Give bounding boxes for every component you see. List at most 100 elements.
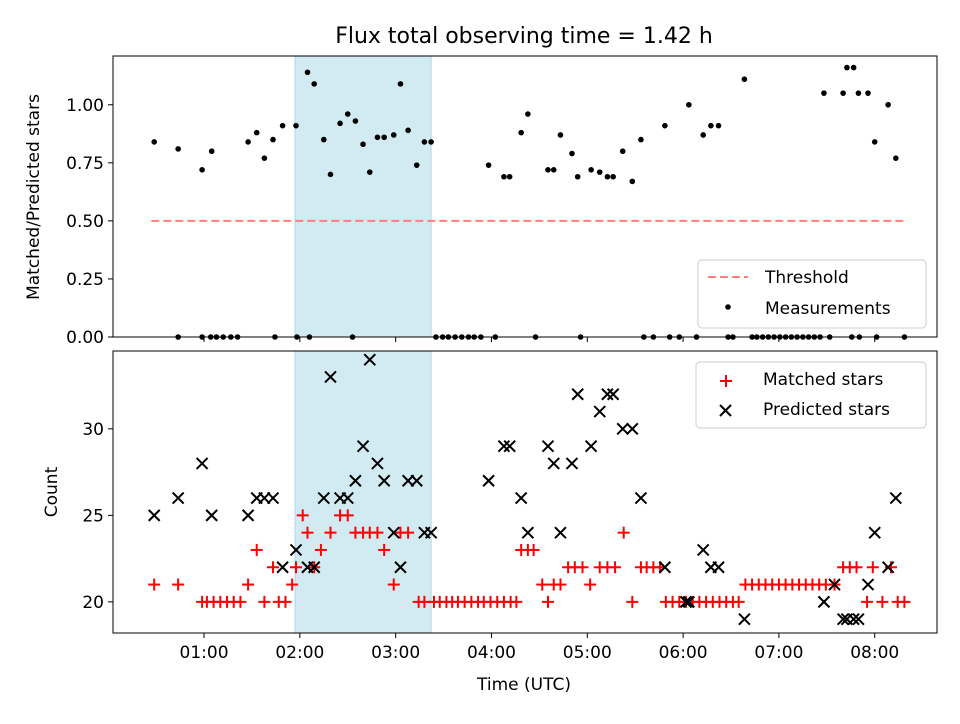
matched-star-point	[250, 543, 263, 556]
measurement-point	[741, 76, 748, 83]
predicted-star-point	[341, 491, 354, 505]
predicted-star-point	[682, 595, 696, 609]
predicted-star-point	[881, 561, 895, 574]
top-observing-span	[294, 55, 432, 338]
matched-star-point	[314, 543, 327, 556]
matched-star-point	[258, 595, 271, 608]
measurement-point	[885, 101, 891, 108]
predicted-star-point	[514, 491, 528, 505]
measurement-point	[279, 122, 286, 129]
measurement-point	[293, 122, 299, 129]
predicted-star-point	[324, 370, 337, 384]
matched-star-point	[510, 595, 523, 608]
predicted-star-point	[606, 388, 620, 401]
matched-star-point	[898, 595, 911, 608]
predicted-star-point	[410, 474, 423, 487]
predicted-star-point	[565, 457, 579, 470]
measurement-point	[557, 132, 564, 138]
bottom-legend-box	[695, 361, 927, 429]
bottom-plot-marks	[147, 350, 911, 634]
predicted-star-point	[205, 509, 218, 522]
predicted-star-point	[171, 491, 185, 505]
bottom-y-tick-label: 20	[82, 593, 104, 613]
matched-star-point	[387, 578, 400, 591]
matched-star-point	[234, 595, 247, 608]
legend-threshold-label: Threshold	[764, 268, 849, 288]
measurement-point	[604, 173, 611, 180]
x-tick-label: 04:00	[467, 643, 516, 663]
predicted-star-point	[241, 509, 255, 522]
top-y-tick-label: 1.00	[66, 96, 104, 116]
matched-star-point	[866, 561, 879, 574]
predicted-star-point	[356, 439, 370, 453]
measurement-point	[320, 136, 327, 143]
measurement-point	[855, 90, 862, 96]
predicted-star-point	[363, 353, 376, 366]
matched-star-point	[732, 595, 745, 608]
x-tick-label: 07:00	[754, 643, 803, 663]
measurement-point	[151, 139, 157, 145]
measurement-point	[893, 155, 899, 161]
measurement-point	[708, 122, 714, 129]
predicted-star-point	[394, 561, 407, 574]
measurement-point	[574, 173, 581, 180]
measurement-point	[270, 136, 276, 143]
predicted-star-point	[828, 578, 841, 591]
matched-star-point	[626, 595, 639, 608]
predicted-star-point	[658, 561, 672, 574]
matched-star-point	[242, 578, 255, 591]
top-legend: Threshold Measurements	[697, 259, 927, 329]
top-y-tick-label: 0.25	[66, 270, 104, 290]
matched-star-point	[148, 578, 161, 591]
predicted-star-point	[861, 578, 875, 591]
bottom-legend: Matched stars Predicted stars	[695, 361, 927, 429]
predicted-star-point	[266, 491, 280, 505]
measurement-point	[253, 129, 260, 136]
predicted-star-point	[482, 474, 495, 487]
bottom-y-axis-label: Count	[42, 466, 62, 517]
x-tick-label: 05:00	[563, 643, 612, 663]
predicted-star-point	[349, 474, 362, 487]
matched-star-point	[527, 543, 540, 556]
chart-title: Flux total observing time = 1.42 h	[335, 24, 713, 49]
measurement-point	[261, 155, 268, 161]
measurement-point	[175, 146, 181, 152]
predicted-star-point	[521, 526, 535, 539]
predicted-star-point	[547, 457, 560, 470]
x-tick-label: 02:00	[275, 643, 324, 663]
predicted-star-point	[541, 439, 555, 453]
predicted-star-point	[147, 509, 161, 522]
x-tick-label: 01:00	[180, 643, 229, 663]
measurement-point	[199, 166, 205, 173]
predicted-star-point	[317, 491, 330, 505]
measurement-point	[381, 134, 387, 141]
x-tick-label: 06:00	[659, 643, 708, 663]
bottom-y-tick-label: 25	[82, 506, 104, 526]
top-y-tick-label: 0.00	[66, 328, 104, 348]
predicted-star-point	[712, 561, 725, 574]
top-y-tick-label: 0.75	[66, 154, 104, 174]
measurement-point	[518, 129, 524, 136]
top-axes: 0.00 0.25 0.50 0.75 1.00	[66, 55, 938, 348]
measurement-point	[619, 148, 626, 155]
measurement-point	[405, 127, 411, 134]
measurement-point	[525, 111, 531, 117]
matched-star-point	[850, 561, 863, 574]
matched-star-point	[279, 595, 292, 608]
matched-star-point	[324, 526, 337, 539]
top-panel: Flux total observing time = 1.42 h Match…	[24, 24, 938, 348]
measurement-point	[337, 120, 343, 127]
measurement-point	[390, 132, 397, 138]
legend-matched-label: Matched stars	[763, 370, 883, 390]
predicted-star-point	[276, 561, 289, 574]
measurement-point	[501, 173, 507, 180]
matched-star-point	[876, 595, 889, 608]
measurement-point	[629, 178, 636, 185]
measurement-point	[662, 122, 668, 129]
measurement-point	[865, 90, 871, 96]
predicted-star-point	[584, 439, 598, 453]
matched-star-point	[341, 509, 354, 522]
measurement-point	[208, 148, 215, 155]
